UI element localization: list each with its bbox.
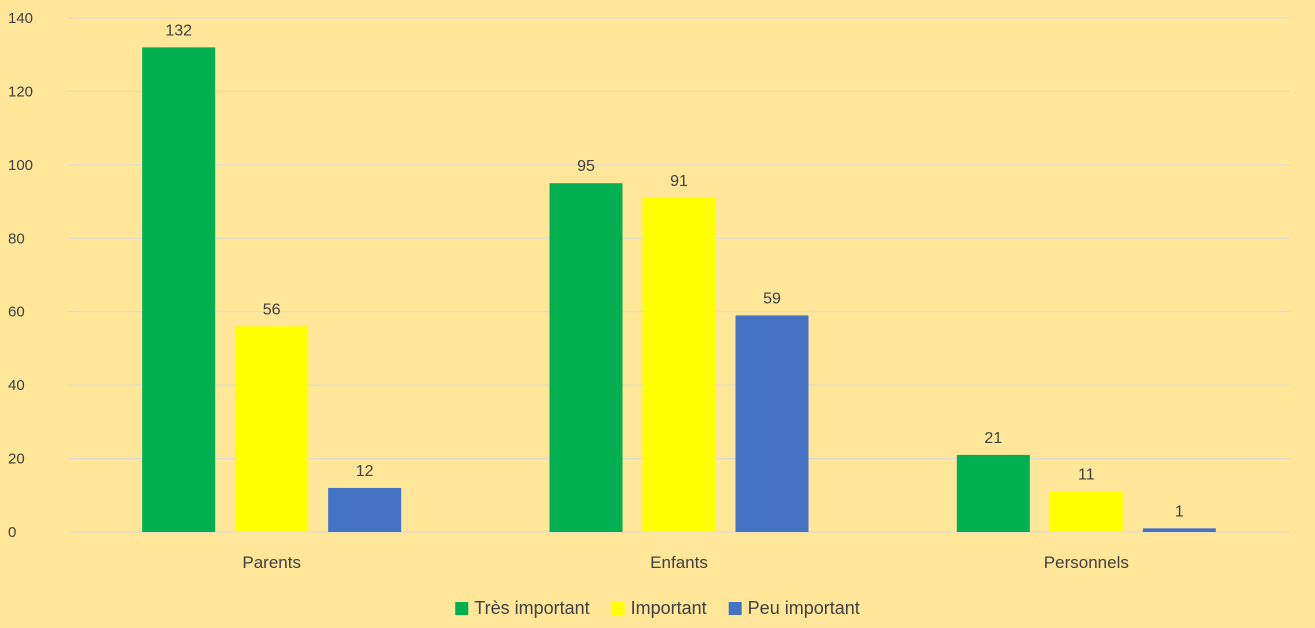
legend-swatch-3	[728, 602, 742, 615]
y-tick-label-40: 40	[8, 377, 25, 394]
y-tick-label-60: 60	[8, 304, 25, 321]
bar-enfants-3	[735, 315, 809, 532]
legend-label-3: Peu important	[748, 598, 860, 618]
legend-swatch-2	[611, 602, 625, 615]
data-label-enfants-3: 59	[763, 290, 781, 307]
bar-enfants-1	[549, 183, 623, 532]
y-tick-label-140: 140	[8, 10, 33, 27]
data-label-personnels-2: 11	[1078, 467, 1095, 484]
y-tick-label-120: 120	[8, 83, 33, 100]
legend-swatch-1	[455, 602, 469, 615]
data-label-parents-2: 56	[263, 301, 281, 318]
x-category-label-parents: Parents	[242, 553, 301, 572]
data-label-enfants-1: 95	[577, 158, 595, 175]
bar-parents-3	[328, 487, 402, 532]
x-category-label-personnels: Personnels	[1044, 553, 1129, 572]
bar-parents-2	[235, 326, 309, 532]
y-axis: 0 20 40 60 80 100 120 140	[8, 10, 33, 541]
y-tick-label-20: 20	[8, 451, 25, 468]
data-label-personnels-1: 21	[984, 430, 1002, 447]
bar-personnels-1	[956, 454, 1030, 532]
legend-label-1: Très important	[474, 598, 589, 618]
y-tick-label-80: 80	[8, 230, 25, 247]
bar-enfants-2	[642, 197, 716, 532]
bar-personnels-3	[1142, 528, 1216, 532]
data-label-enfants-2: 91	[670, 173, 688, 190]
data-label-parents-1: 132	[165, 22, 192, 39]
legend-label-2: Important	[631, 598, 707, 618]
legend: Très important Important Peu important	[455, 598, 860, 618]
x-axis: Parents Enfants Personnels	[242, 553, 1128, 572]
bar-parents-1	[142, 47, 216, 532]
bar-personnels-2	[1049, 491, 1123, 532]
data-label-personnels-3: 1	[1175, 503, 1184, 520]
y-tick-label-0: 0	[8, 524, 16, 541]
bars	[142, 47, 1216, 532]
data-label-parents-3: 12	[356, 463, 374, 480]
y-tick-label-100: 100	[8, 157, 33, 174]
x-category-label-enfants: Enfants	[650, 553, 708, 572]
